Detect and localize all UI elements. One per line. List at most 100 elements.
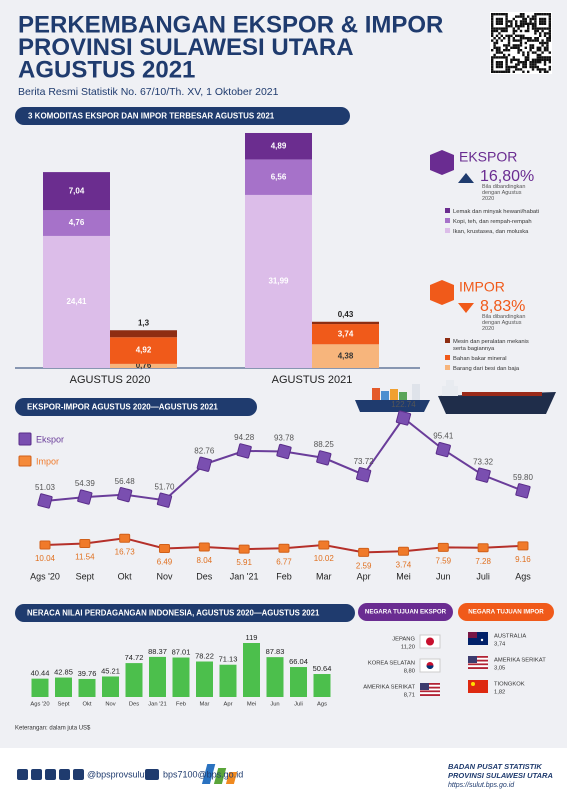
x-tick-label: Des — [196, 571, 213, 581]
qr-module — [524, 22, 527, 25]
bar-segment — [110, 330, 177, 338]
marker — [156, 492, 173, 508]
qr-module — [493, 27, 496, 30]
qr-module — [548, 56, 551, 59]
x-tick-label: Okt — [118, 571, 133, 581]
qr-module — [524, 41, 527, 45]
qr-module — [495, 20, 499, 23]
qr-module — [541, 51, 544, 54]
qr-module — [531, 17, 535, 21]
qr-module — [539, 41, 542, 45]
flag — [420, 684, 440, 687]
marker — [158, 544, 170, 554]
bar — [78, 678, 96, 697]
legend-icon — [18, 455, 32, 467]
x-tick-label: Juli — [476, 571, 490, 581]
bar-segment — [110, 337, 177, 364]
country-value: 11,20 — [401, 645, 415, 651]
qr-module — [491, 15, 494, 18]
qr-module — [491, 20, 494, 23]
qr-module — [548, 13, 551, 16]
qr-module — [541, 44, 544, 47]
qr-module — [505, 65, 508, 69]
flag — [420, 688, 440, 691]
qr-module — [531, 51, 535, 54]
qr-module — [512, 27, 515, 30]
legend-swatch — [445, 355, 450, 360]
qr-module — [510, 61, 513, 64]
qr-module — [534, 39, 537, 42]
x-tick-label: Jan '21 — [148, 702, 167, 708]
qr-module — [505, 46, 508, 49]
qr-module — [543, 63, 547, 66]
qr-module — [495, 22, 499, 25]
qr-module — [507, 53, 511, 57]
country-value: 3,05 — [494, 666, 505, 672]
bar-segment — [245, 159, 312, 195]
qr-module — [515, 58, 518, 61]
qr-module — [531, 44, 535, 47]
qr-module — [491, 17, 494, 21]
qr-module — [495, 17, 499, 21]
title: PROVINSI SULAWESI UTARA — [18, 34, 354, 61]
qr-module — [507, 65, 511, 69]
qr-module — [548, 51, 551, 54]
x-tick-label: Feb — [276, 571, 292, 581]
qr-module — [495, 49, 499, 52]
qr-module — [524, 56, 527, 59]
qr-module — [531, 63, 535, 66]
qr-module — [548, 15, 551, 18]
qr-module — [541, 56, 544, 59]
value-label: 0,43 — [338, 310, 354, 319]
qr-module — [493, 53, 496, 57]
bar — [31, 678, 49, 697]
qr-module — [493, 13, 496, 16]
flag — [420, 692, 440, 695]
qr-module — [527, 51, 530, 54]
country: JEPANG — [392, 637, 415, 643]
qr-module — [534, 29, 537, 33]
qr-module — [503, 27, 506, 30]
qr-module — [522, 61, 525, 64]
qr-module — [510, 22, 513, 25]
bar — [102, 676, 119, 697]
qr-module — [536, 46, 539, 49]
qr-module — [491, 34, 494, 37]
bps-logo — [201, 764, 238, 784]
qr-module — [507, 44, 511, 47]
flag — [471, 682, 475, 686]
qr-module — [534, 51, 537, 54]
marker — [196, 456, 212, 472]
qr-module — [524, 20, 527, 23]
qr-module — [548, 22, 551, 25]
qr-module — [500, 22, 503, 25]
qr-module — [512, 70, 515, 73]
value-label: 93.78 — [274, 434, 295, 443]
value-label: 5.91 — [236, 558, 252, 567]
value-label: 2.59 — [356, 562, 372, 571]
qr-module — [498, 61, 501, 64]
qr-module — [522, 13, 525, 16]
bar-segment — [312, 344, 379, 368]
flag — [468, 657, 488, 660]
marker — [119, 533, 131, 543]
qr-module — [503, 49, 506, 52]
qr-module — [522, 22, 525, 25]
qr-module — [493, 46, 496, 49]
marker — [435, 441, 451, 458]
qr-module — [527, 22, 530, 25]
qr-module — [531, 27, 535, 30]
qr-module — [507, 39, 511, 42]
pill-title: NEGARA TUJUAN IMPOR — [468, 609, 544, 616]
qr-module — [536, 58, 539, 61]
qr-module — [500, 56, 503, 59]
qr-module — [519, 25, 523, 28]
x-tick-label: Mar — [200, 702, 210, 708]
url: https://sulut.bps.go.id — [448, 782, 515, 789]
ship-icon — [438, 380, 556, 414]
marker — [395, 410, 412, 426]
marker — [318, 540, 330, 550]
qr-module — [507, 41, 511, 45]
marker — [278, 543, 290, 553]
qr-module — [539, 20, 542, 23]
